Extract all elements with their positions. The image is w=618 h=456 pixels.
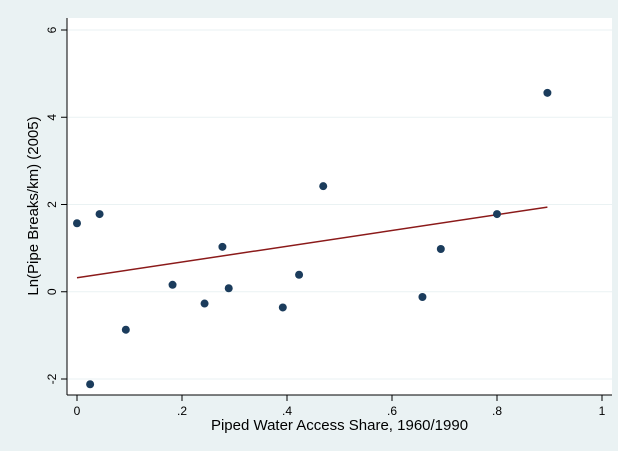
- fit-line: [76, 206, 548, 279]
- scatter-point: [418, 292, 427, 301]
- scatter-point: [121, 325, 130, 334]
- x-axis-label: Piped Water Access Share, 1960/1990: [211, 417, 468, 434]
- scatter-point: [278, 303, 287, 312]
- scatter-point: [86, 380, 95, 389]
- y-tick-label: 6: [45, 26, 59, 33]
- x-tick-label: .4: [282, 404, 292, 418]
- x-axis-ticks: 0 .2 .4 .6 .8 1: [74, 395, 606, 418]
- y-tick-label: 4: [45, 114, 59, 121]
- y-axis-ticks: -2 0 2 4 6: [45, 26, 67, 384]
- scatter-point: [295, 270, 304, 279]
- y-axis-label: Ln(Pipe Breaks/km) (2005): [25, 116, 42, 295]
- x-tick-label: .8: [492, 404, 502, 418]
- scatter-point: [200, 299, 209, 308]
- scatter-point: [73, 219, 81, 228]
- x-tick-label: .2: [177, 404, 187, 418]
- fit-line-layer: [76, 206, 548, 279]
- plot-area: [67, 18, 612, 395]
- y-tick-label: 0: [45, 288, 59, 295]
- scatter-point: [168, 280, 177, 289]
- scatter-point: [218, 242, 227, 251]
- y-tick-label: 2: [45, 201, 59, 208]
- scatter-point: [436, 244, 445, 253]
- scatter-point: [224, 284, 233, 293]
- x-tick-label: 0: [74, 404, 81, 418]
- scatter-point: [543, 88, 552, 97]
- scatter-point: [319, 182, 328, 191]
- scatter-point: [95, 210, 104, 219]
- x-tick-label: 1: [599, 404, 606, 418]
- grid-lines: [67, 29, 612, 380]
- scatter-point: [493, 210, 501, 219]
- axes: [66, 18, 612, 396]
- points-layer: [73, 88, 552, 389]
- x-tick-label: .6: [387, 404, 397, 418]
- y-tick-label: -2: [45, 373, 59, 384]
